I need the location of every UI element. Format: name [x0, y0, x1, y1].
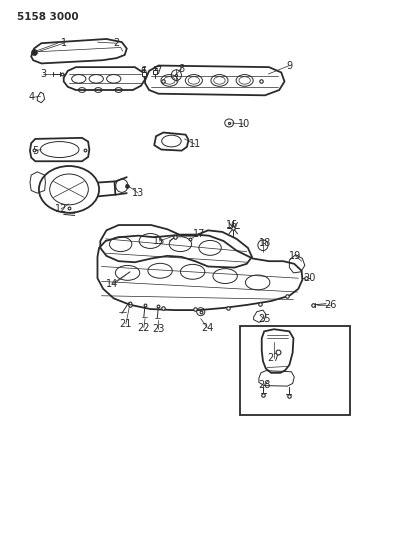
Text: 8: 8	[179, 64, 185, 74]
Text: 16: 16	[226, 220, 238, 230]
Text: 1: 1	[61, 38, 67, 48]
Text: 25: 25	[258, 313, 271, 324]
Text: 3: 3	[40, 69, 47, 79]
Text: 5158 3000: 5158 3000	[17, 12, 79, 22]
Text: 5: 5	[32, 146, 38, 156]
Text: 24: 24	[201, 322, 213, 333]
Text: 17: 17	[193, 229, 205, 239]
Text: 4: 4	[28, 92, 34, 102]
Text: 11: 11	[189, 139, 201, 149]
Text: 20: 20	[304, 273, 316, 283]
Text: 23: 23	[152, 324, 165, 334]
Text: 14: 14	[106, 279, 119, 288]
Text: 10: 10	[238, 119, 250, 129]
Text: 21: 21	[120, 319, 132, 329]
Text: 12: 12	[55, 204, 67, 214]
Text: 15: 15	[153, 236, 166, 246]
Text: 19: 19	[289, 251, 302, 261]
Text: 18: 18	[259, 238, 271, 247]
Text: 7: 7	[155, 66, 162, 76]
Text: 28: 28	[258, 379, 271, 390]
Text: 13: 13	[132, 188, 144, 198]
Text: 2: 2	[113, 38, 120, 48]
Text: 9: 9	[286, 61, 293, 70]
Text: 27: 27	[268, 353, 280, 363]
Text: 22: 22	[137, 322, 150, 333]
Text: 26: 26	[324, 300, 336, 310]
Text: 6: 6	[140, 66, 146, 76]
